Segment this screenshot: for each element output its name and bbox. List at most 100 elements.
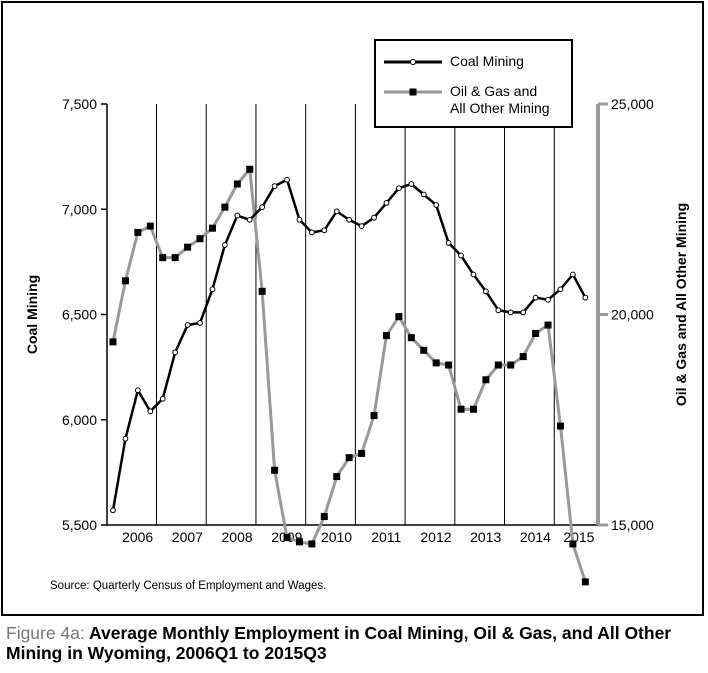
left-tick-label: 5,500 xyxy=(62,517,97,533)
point-oil-gas xyxy=(146,222,154,230)
point-coal xyxy=(545,296,551,303)
caption-text: Average Monthly Employment in Coal Minin… xyxy=(6,623,672,663)
legend-swatch-coal xyxy=(384,58,442,66)
point-coal xyxy=(470,271,477,278)
point-coal xyxy=(358,223,365,229)
point-coal xyxy=(445,240,452,246)
x-tick-label: 2006 xyxy=(122,529,153,545)
point-oil-gas xyxy=(184,243,192,251)
right-tick-label: 20,000 xyxy=(611,307,654,323)
point-oil-gas xyxy=(333,473,341,481)
point-coal xyxy=(582,294,589,301)
point-oil-gas xyxy=(295,538,303,546)
point-coal xyxy=(557,286,564,293)
point-coal xyxy=(234,212,241,219)
point-oil-gas xyxy=(208,224,216,232)
point-coal xyxy=(122,435,129,442)
x-tick-label: 2008 xyxy=(222,529,253,545)
left-tick-label: 6,500 xyxy=(62,307,97,323)
point-oil-gas xyxy=(569,540,577,548)
point-oil-gas xyxy=(556,422,564,430)
point-coal xyxy=(110,507,116,514)
point-coal xyxy=(159,395,166,402)
point-oil-gas xyxy=(308,540,316,548)
legend-item-oil: Oil & Gas and All Other Mining xyxy=(384,83,550,117)
left-tick-label: 7,000 xyxy=(62,201,97,217)
point-coal xyxy=(346,216,353,223)
point-coal xyxy=(507,309,514,316)
point-oil-gas xyxy=(519,353,527,361)
point-coal xyxy=(520,309,527,316)
x-tick-label: 2012 xyxy=(420,529,451,545)
point-coal xyxy=(321,227,328,234)
point-oil-gas xyxy=(420,346,428,354)
point-coal xyxy=(433,202,440,208)
right-tick-label: 25,000 xyxy=(611,96,654,112)
legend-label-oil-line2: All Other Mining xyxy=(450,100,550,116)
point-coal xyxy=(333,208,340,215)
left-tick-label: 7,500 xyxy=(62,96,97,112)
source-note: Source: Quarterly Census of Employment a… xyxy=(50,580,327,592)
x-tick-label: 2014 xyxy=(520,529,551,545)
left-axis-title: Coal Mining xyxy=(24,275,40,354)
point-oil-gas xyxy=(370,412,378,420)
right-tick-label: 15,000 xyxy=(611,517,654,533)
point-coal xyxy=(483,288,489,295)
point-oil-gas xyxy=(121,277,129,285)
point-oil-gas xyxy=(532,329,540,337)
point-oil-gas xyxy=(469,405,477,413)
point-coal xyxy=(284,176,290,183)
legend-label-oil-line1: Oil & Gas and xyxy=(450,83,538,99)
x-tick-label: 2011 xyxy=(371,529,401,545)
point-oil-gas xyxy=(482,376,490,384)
point-oil-gas xyxy=(320,513,328,521)
point-coal xyxy=(271,183,278,189)
point-oil-gas xyxy=(507,361,515,369)
point-coal xyxy=(296,216,303,223)
point-oil-gas xyxy=(457,405,465,413)
caption-label: Figure 4a: xyxy=(6,623,85,643)
point-oil-gas xyxy=(246,165,254,173)
x-tick-label: 2015 xyxy=(563,529,594,545)
point-coal xyxy=(221,242,228,248)
point-oil-gas xyxy=(432,359,440,367)
figure-frame: 5,500 6,000 6,500 7,000 7,500 15,000 20,000 25,… xyxy=(1,1,704,616)
point-coal xyxy=(371,214,377,221)
point-oil-gas xyxy=(494,361,502,369)
point-coal xyxy=(408,181,415,187)
point-coal xyxy=(308,229,315,236)
point-coal xyxy=(172,349,179,356)
point-coal xyxy=(184,322,191,328)
point-oil-gas xyxy=(345,454,353,462)
chart: 5,500 6,000 6,500 7,000 7,500 15,000 20,000 25,… xyxy=(24,96,689,586)
series-line-oil-gas xyxy=(111,167,587,583)
x-tick-label: 2013 xyxy=(470,529,501,545)
point-coal xyxy=(495,307,502,314)
point-oil-gas xyxy=(221,203,229,211)
point-oil-gas xyxy=(395,313,403,321)
point-oil-gas xyxy=(283,534,291,542)
point-coal xyxy=(420,191,427,198)
point-oil-gas xyxy=(109,338,117,346)
figure-caption: Figure 4a: Average Monthly Employment in… xyxy=(6,623,706,663)
point-coal xyxy=(209,286,216,293)
legend-item-coal: Coal Mining xyxy=(384,53,524,71)
point-coal xyxy=(197,320,203,326)
point-coal xyxy=(246,216,253,223)
right-axis-title: Oil & Gas and All Other Mining xyxy=(673,203,689,406)
point-oil-gas xyxy=(581,578,589,586)
x-tick-label: 2007 xyxy=(172,529,203,545)
point-oil-gas xyxy=(358,449,366,457)
point-oil-gas xyxy=(271,466,279,474)
point-oil-gas xyxy=(171,254,179,262)
point-coal xyxy=(134,387,141,394)
x-tick-label: 2010 xyxy=(321,529,352,545)
left-tick-label: 6,000 xyxy=(62,412,97,428)
point-coal xyxy=(570,271,576,278)
point-coal xyxy=(147,408,154,415)
point-oil-gas xyxy=(196,235,204,243)
point-oil-gas xyxy=(382,332,390,340)
point-oil-gas xyxy=(544,321,552,329)
point-oil-gas xyxy=(407,334,415,342)
point-coal xyxy=(395,185,402,192)
